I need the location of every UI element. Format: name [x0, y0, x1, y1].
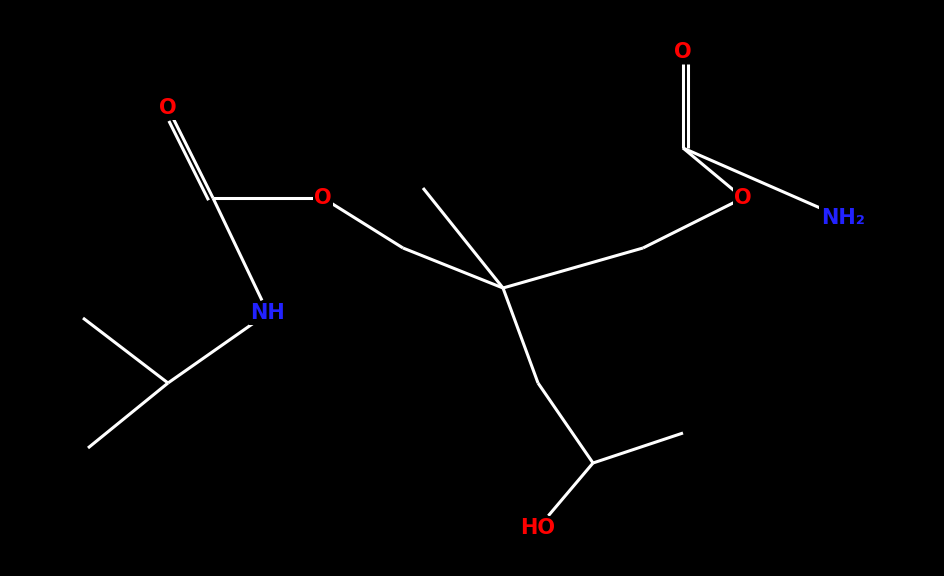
Text: O: O: [314, 188, 331, 208]
Text: O: O: [734, 188, 751, 208]
Text: HO: HO: [520, 518, 555, 538]
Text: O: O: [674, 42, 692, 62]
Text: NH₂: NH₂: [821, 208, 865, 228]
Text: O: O: [160, 98, 177, 118]
Text: NH: NH: [250, 303, 285, 323]
